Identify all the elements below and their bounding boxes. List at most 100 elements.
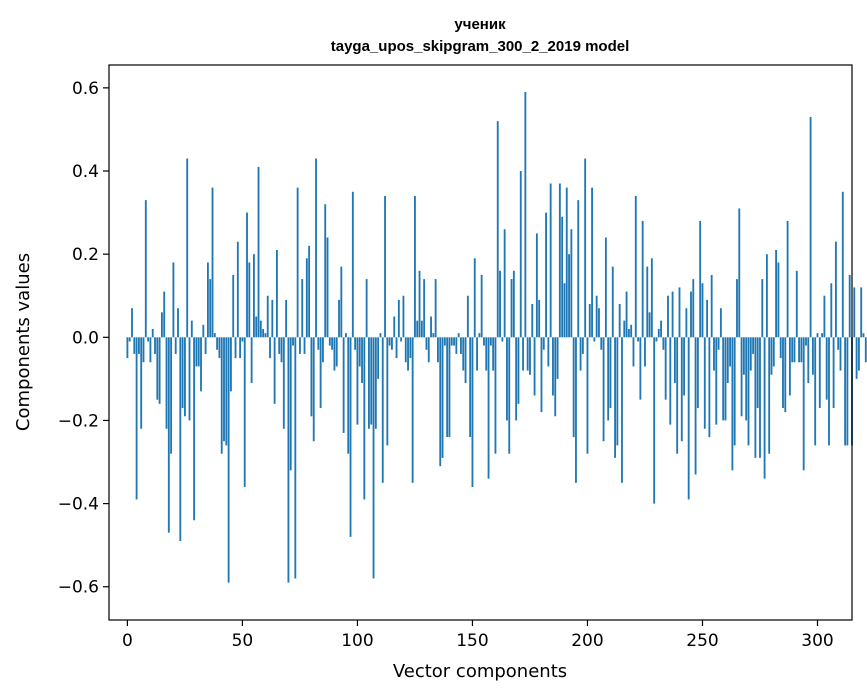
bar-6 (140, 337, 143, 429)
bar-169 (515, 337, 518, 421)
bar-115 (391, 337, 393, 350)
bar-9 (147, 337, 150, 342)
bar-38 (213, 333, 216, 338)
bar-148 (466, 295, 469, 338)
bar-308 (834, 241, 837, 338)
bar-222 (637, 337, 639, 342)
bar-242 (683, 337, 685, 396)
bar-254 (710, 274, 713, 338)
bar-134 (434, 279, 437, 338)
bar-200 (586, 337, 589, 454)
bar-301 (818, 337, 821, 408)
bar-167 (510, 279, 513, 338)
bar-247 (694, 337, 697, 475)
bar-281 (772, 337, 775, 367)
bar-267 (740, 337, 743, 417)
bar-54 (250, 337, 253, 384)
bar-275 (759, 337, 761, 458)
bar-273 (754, 337, 757, 458)
bar-204 (595, 295, 598, 338)
bar-285 (782, 337, 784, 408)
bar-232 (660, 320, 662, 338)
bar-57 (257, 166, 260, 338)
bar-31 (197, 337, 200, 367)
bar-260 (724, 337, 727, 421)
bar-276 (761, 279, 764, 338)
bar-118 (397, 299, 400, 338)
bar-293 (800, 337, 803, 363)
bar-106 (370, 337, 373, 425)
bar-73 (294, 337, 297, 579)
bar-61 (266, 295, 269, 338)
bar-117 (395, 337, 398, 359)
bar-83 (317, 337, 320, 350)
bar-296 (807, 337, 810, 384)
bar-156 (485, 337, 488, 371)
bar-138 (443, 337, 446, 346)
x-tick-label: 200 (571, 631, 603, 651)
bar-229 (653, 337, 656, 504)
bar-284 (779, 337, 782, 359)
y-axis-label: Components values (13, 253, 34, 431)
bar-101 (358, 337, 361, 367)
bar-48 (236, 241, 239, 338)
bar-18 (167, 337, 170, 533)
bar-142 (453, 337, 455, 346)
bar-34 (204, 337, 207, 354)
bar-258 (719, 308, 722, 338)
bar-98 (351, 191, 354, 338)
bar-305 (828, 337, 830, 446)
bar-124 (411, 337, 414, 483)
bar-149 (469, 337, 472, 438)
bar-94 (342, 337, 345, 433)
bar-280 (770, 337, 773, 375)
bar-231 (657, 328, 660, 338)
bar-154 (480, 274, 483, 338)
bar-68 (282, 337, 285, 429)
bar-17 (165, 337, 168, 429)
bar-144 (457, 333, 460, 338)
bar-277 (763, 337, 766, 479)
bar-291 (795, 270, 798, 338)
bar-71 (289, 337, 292, 471)
bar-56 (255, 316, 258, 338)
bar-282 (775, 250, 778, 338)
bar-90 (333, 337, 336, 371)
bar-131 (427, 337, 430, 363)
bar-252 (706, 299, 708, 338)
bar-279 (768, 337, 771, 454)
bar-225 (644, 337, 646, 367)
bar-111 (381, 337, 384, 483)
bar-256 (715, 337, 718, 425)
bar-230 (655, 337, 658, 342)
bar-319 (860, 287, 863, 338)
bar-159 (492, 337, 495, 371)
bar-283 (777, 262, 780, 338)
bar-286 (784, 337, 787, 413)
bar-72 (292, 337, 294, 346)
bar-20 (172, 262, 175, 338)
y-tick-label: 0.6 (72, 79, 99, 99)
bar-128 (420, 320, 423, 338)
bar-135 (437, 337, 439, 363)
bar-182 (545, 212, 547, 338)
bar-30 (195, 337, 198, 367)
bar-103 (363, 337, 366, 500)
bar-287 (786, 220, 789, 338)
bar-108 (374, 337, 377, 429)
bar-93 (340, 266, 343, 338)
bar-77 (303, 337, 306, 354)
bar-320 (862, 333, 865, 338)
bar-265 (736, 279, 738, 338)
bar-316 (853, 287, 856, 338)
bar-21 (174, 337, 177, 354)
bar-318 (857, 337, 860, 371)
bar-133 (432, 333, 435, 338)
bar-321 (864, 337, 867, 363)
bar-263 (731, 337, 734, 471)
bar-271 (749, 337, 752, 371)
bar-243 (685, 308, 688, 338)
bar-221 (634, 195, 637, 338)
bar-66 (278, 337, 281, 354)
bar-141 (450, 337, 453, 346)
